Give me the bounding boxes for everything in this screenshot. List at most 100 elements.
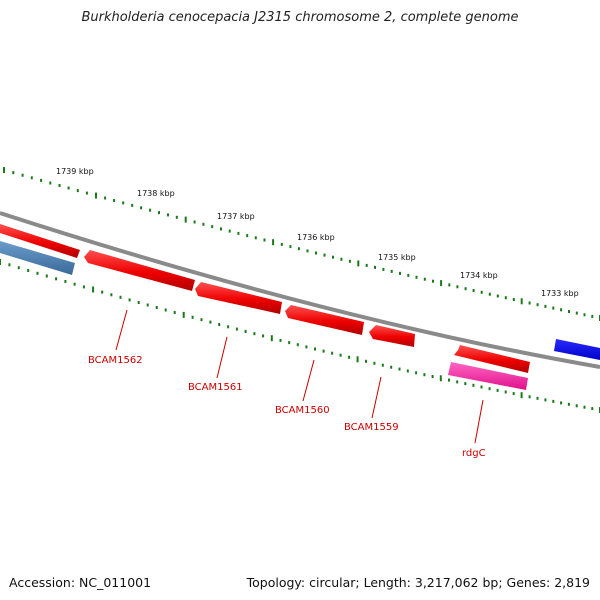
- outer-ruler-minor-tick: [237, 231, 240, 235]
- outer-ruler-major-tick: [95, 192, 97, 199]
- outer-ruler-minor-tick: [399, 271, 401, 275]
- inner-ruler-minor-tick: [322, 349, 325, 353]
- outer-ruler-minor-tick: [149, 208, 152, 212]
- outer-ruler-minor-tick: [560, 308, 563, 312]
- outer-ruler-minor-tick: [289, 245, 292, 249]
- gene-label-BCAM1559[interactable]: BCAM1559: [344, 422, 399, 433]
- outer-ruler-minor-tick: [202, 222, 205, 226]
- gene-label-BCAM1560[interactable]: BCAM1560: [275, 405, 330, 416]
- outer-ruler-minor-tick: [423, 277, 426, 281]
- inner-ruler-minor-tick: [296, 343, 299, 347]
- outer-ruler-major-tick: [184, 216, 187, 223]
- inner-position-ruler: [0, 259, 600, 413]
- inner-ruler-minor-tick: [82, 285, 85, 289]
- leader-BCAM1559: [371, 376, 382, 419]
- inner-ruler-minor-tick: [373, 361, 376, 365]
- outer-ruler-minor-tick: [67, 186, 70, 190]
- accession-text: Accession: NC_011001: [9, 575, 152, 590]
- outer-ruler-minor-tick: [246, 234, 249, 238]
- inner-ruler-minor-tick: [331, 351, 334, 355]
- gene-feature-BCAM1562[interactable]: [84, 250, 195, 291]
- outer-ruler-minor-tick: [464, 287, 467, 291]
- outer-ruler-minor-tick: [131, 203, 134, 207]
- outer-position-ruler: [3, 167, 600, 321]
- rna-feature-pink[interactable]: [448, 362, 528, 390]
- outer-ruler-minor-tick: [175, 215, 178, 219]
- outer-ruler-minor-tick: [21, 173, 24, 177]
- inner-ruler-minor-tick: [173, 311, 176, 314]
- outer-ruler-minor-tick: [480, 290, 483, 294]
- inner-ruler-minor-tick: [464, 382, 467, 386]
- outer-ruler-minor-tick: [456, 285, 459, 289]
- outer-ruler-minor-tick: [496, 294, 499, 298]
- inner-ruler-minor-tick: [472, 383, 475, 387]
- inner-ruler-major-tick: [520, 392, 523, 399]
- kbp-label-1735: 1735 kbp: [378, 253, 416, 262]
- inner-ruler-minor-tick: [591, 407, 594, 411]
- gene-feature-partial-left[interactable]: [0, 224, 80, 258]
- gene-feature-steelblue-left[interactable]: [0, 241, 75, 275]
- inner-ruler-minor-tick: [227, 325, 230, 329]
- gene-feature-BCAM1561[interactable]: [195, 282, 282, 314]
- gene-label-BCAM1561[interactable]: BCAM1561: [188, 382, 243, 393]
- inner-ruler-minor-tick: [348, 355, 351, 359]
- outer-ruler-minor-tick: [407, 273, 410, 277]
- inner-ruler-minor-tick: [528, 395, 531, 399]
- outer-ruler-minor-tick: [512, 298, 515, 301]
- reverse-strand-features: [0, 241, 528, 390]
- gene-label-leaders: [115, 309, 484, 444]
- gene-feature-BCAM1559[interactable]: [369, 325, 415, 347]
- inner-ruler-minor-tick: [55, 277, 58, 281]
- inner-ruler-minor-tick: [567, 402, 570, 406]
- gene-feature-rdgC[interactable]: [454, 345, 530, 373]
- outer-ruler-major-tick: [3, 167, 5, 173]
- outer-ruler-minor-tick: [113, 199, 116, 202]
- inner-ruler-minor-tick: [560, 401, 563, 405]
- outer-ruler-minor-tick: [193, 220, 196, 224]
- outer-ruler-minor-tick: [158, 211, 160, 215]
- inner-ruler-minor-tick: [191, 315, 194, 319]
- inner-ruler-minor-tick: [456, 380, 459, 384]
- outer-ruler-minor-tick: [448, 283, 451, 287]
- outer-ruler-minor-tick: [332, 255, 334, 259]
- outer-ruler-minor-tick: [591, 314, 594, 318]
- inner-ruler-minor-tick: [583, 405, 586, 409]
- gene-feature-blue-right[interactable]: [554, 339, 600, 360]
- outer-ruler-minor-tick: [528, 301, 531, 305]
- outer-ruler-minor-tick: [536, 303, 539, 307]
- inner-ruler-minor-tick: [423, 373, 426, 377]
- outer-ruler-minor-tick: [365, 263, 368, 267]
- outer-ruler-minor-tick: [340, 257, 343, 261]
- inner-ruler-major-tick: [270, 335, 273, 342]
- gene-label-BCAM1562[interactable]: BCAM1562: [88, 355, 143, 366]
- leader-BCAM1561: [216, 336, 228, 379]
- outer-ruler-minor-tick: [30, 176, 33, 180]
- inner-ruler-minor-tick: [119, 295, 122, 299]
- genome-summary-text: Topology: circular; Length: 3,217,062 bp…: [246, 575, 590, 590]
- inner-ruler-minor-tick: [536, 396, 539, 400]
- outer-ruler-major-tick: [357, 260, 360, 267]
- outer-ruler-minor-tick: [432, 279, 434, 283]
- inner-ruler-minor-tick: [406, 369, 409, 373]
- inner-ruler-minor-tick: [390, 365, 393, 369]
- inner-ruler-minor-tick: [504, 390, 507, 394]
- inner-ruler-minor-tick: [146, 303, 149, 307]
- outer-ruler-minor-tick: [374, 265, 376, 269]
- inner-ruler-minor-tick: [262, 334, 265, 338]
- inner-ruler-minor-tick: [314, 347, 316, 351]
- outer-ruler-minor-tick: [49, 181, 52, 185]
- inner-ruler-minor-tick: [381, 363, 384, 367]
- inner-ruler-major-tick: [92, 286, 95, 293]
- inner-ruler-minor-tick: [164, 308, 167, 312]
- inner-ruler-minor-tick: [253, 332, 256, 336]
- inner-ruler-minor-tick: [218, 323, 221, 326]
- outer-ruler-minor-tick: [220, 227, 222, 231]
- inner-ruler-minor-tick: [8, 263, 11, 267]
- gene-feature-BCAM1560[interactable]: [285, 305, 364, 335]
- inner-ruler-minor-tick: [431, 375, 434, 378]
- kbp-label-1734: 1734 kbp: [460, 271, 498, 280]
- inner-ruler-minor-tick: [73, 282, 76, 286]
- outer-ruler-minor-tick: [390, 269, 393, 273]
- gene-label-rdgC[interactable]: rdgC: [462, 448, 486, 459]
- outer-ruler-minor-tick: [297, 247, 300, 251]
